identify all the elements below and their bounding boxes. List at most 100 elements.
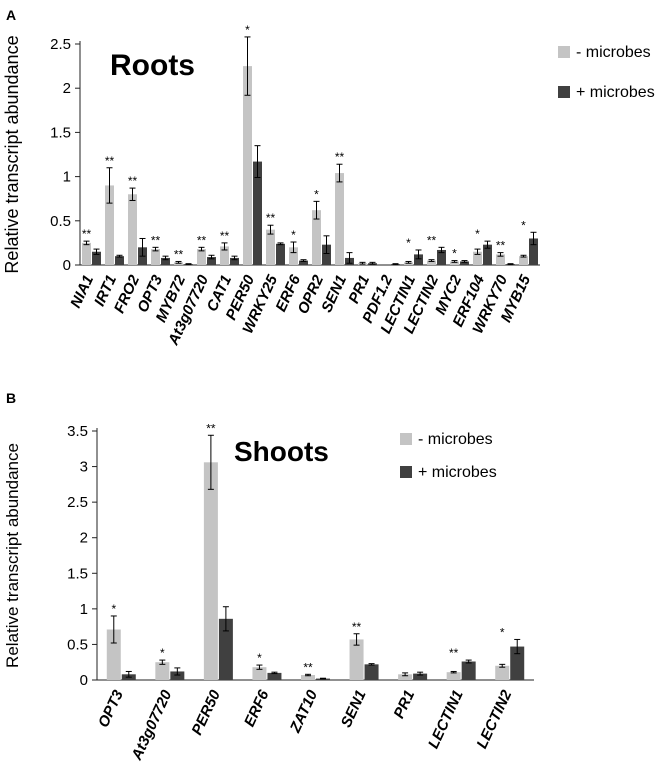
y-tick-label: 1 xyxy=(63,169,71,186)
y-tick-label: 1 xyxy=(80,601,88,618)
bar xyxy=(496,254,505,265)
y-tick-label: 1.5 xyxy=(67,565,88,582)
bar xyxy=(253,161,262,265)
bar xyxy=(495,665,510,680)
significance-annotation: ** xyxy=(335,150,345,164)
y-tick-label: 0.5 xyxy=(67,636,88,653)
bar xyxy=(252,667,267,680)
y-axis-label: Relative transcript abundance xyxy=(2,35,22,273)
category-label: SEN1 xyxy=(338,688,370,731)
significance-annotation: * xyxy=(406,236,411,250)
significance-annotation: ** xyxy=(197,233,207,247)
y-tick-label: 3.5 xyxy=(67,423,88,440)
bar xyxy=(446,672,461,680)
y-axis-label: Relative transcript abundance xyxy=(3,443,22,668)
bar xyxy=(413,673,428,680)
significance-annotation: * xyxy=(314,187,319,201)
legend-label: - microbes xyxy=(418,431,493,448)
bar xyxy=(276,243,285,265)
legend-label: - microbes xyxy=(576,44,651,61)
bar xyxy=(364,664,379,680)
category-label: ZAT10 xyxy=(286,687,321,736)
panel-label: A xyxy=(6,7,16,23)
y-tick-label: 3 xyxy=(80,459,88,476)
bar xyxy=(161,257,170,265)
y-tick-label: 2.5 xyxy=(50,36,71,53)
significance-annotation: * xyxy=(521,218,526,232)
significance-annotation: ** xyxy=(449,646,459,660)
bar xyxy=(128,194,137,265)
significance-annotation: * xyxy=(500,625,505,639)
bar xyxy=(92,251,101,265)
significance-annotation: * xyxy=(452,247,457,261)
significance-annotation: ** xyxy=(206,421,216,435)
significance-annotation: ** xyxy=(496,239,506,253)
significance-annotation: ** xyxy=(303,660,313,674)
bar xyxy=(349,639,364,680)
significance-annotation: ** xyxy=(82,227,92,241)
panel-label: B xyxy=(6,390,16,406)
chart-title: Shoots xyxy=(234,436,329,467)
chart-title: Roots xyxy=(110,49,195,82)
bar xyxy=(450,261,459,265)
bar xyxy=(170,671,185,680)
significance-annotation: ** xyxy=(266,211,276,225)
bar xyxy=(197,249,206,265)
category-label: LECTIN1 xyxy=(425,688,467,752)
bar xyxy=(322,244,331,265)
bar xyxy=(266,229,275,265)
significance-annotation: ** xyxy=(220,229,230,243)
significance-annotation: * xyxy=(257,651,262,665)
bar xyxy=(483,244,492,265)
category-label: PR1 xyxy=(390,688,418,722)
bar xyxy=(243,66,252,265)
y-tick-label: 2.5 xyxy=(67,494,88,511)
bar xyxy=(289,247,298,265)
bar xyxy=(230,257,239,265)
significance-annotation: * xyxy=(475,227,480,241)
significance-annotation: ** xyxy=(427,233,437,247)
y-tick-label: 0 xyxy=(63,257,71,274)
significance-annotation: ** xyxy=(352,620,362,634)
category-label: ERF6 xyxy=(241,687,273,730)
legend-swatch xyxy=(558,46,570,58)
category-label: NIA1 xyxy=(67,273,97,311)
significance-annotation: ** xyxy=(105,154,115,168)
bar xyxy=(299,260,308,265)
bar xyxy=(398,674,413,680)
bar xyxy=(414,254,423,265)
y-tick-label: 1.5 xyxy=(50,124,71,141)
legend-label: + microbes xyxy=(418,464,497,481)
bar xyxy=(203,462,218,680)
bar xyxy=(155,662,170,680)
bar xyxy=(82,242,91,265)
y-tick-label: 0.5 xyxy=(50,213,71,230)
bar xyxy=(335,173,344,265)
significance-annotation: ** xyxy=(151,233,161,247)
y-tick-label: 2 xyxy=(63,80,71,97)
bar xyxy=(105,185,114,265)
legend-swatch xyxy=(400,466,412,478)
bar xyxy=(529,238,538,265)
legend-swatch xyxy=(400,433,412,445)
bar xyxy=(301,675,315,680)
bar xyxy=(473,251,482,265)
category-label: LECTIN2 xyxy=(474,687,516,751)
bar xyxy=(207,257,216,265)
bar xyxy=(106,629,121,680)
bar xyxy=(510,646,525,680)
significance-annotation: ** xyxy=(128,174,138,188)
bar xyxy=(427,260,436,265)
bar xyxy=(312,210,321,265)
legend-swatch xyxy=(558,86,570,98)
significance-annotation: ** xyxy=(174,247,184,261)
bar xyxy=(267,672,282,680)
y-tick-label: 2 xyxy=(80,530,88,547)
bar xyxy=(220,246,229,265)
y-tick-label: 0 xyxy=(80,672,88,689)
significance-annotation: * xyxy=(111,602,116,616)
bar xyxy=(115,256,124,265)
bar xyxy=(460,261,469,265)
